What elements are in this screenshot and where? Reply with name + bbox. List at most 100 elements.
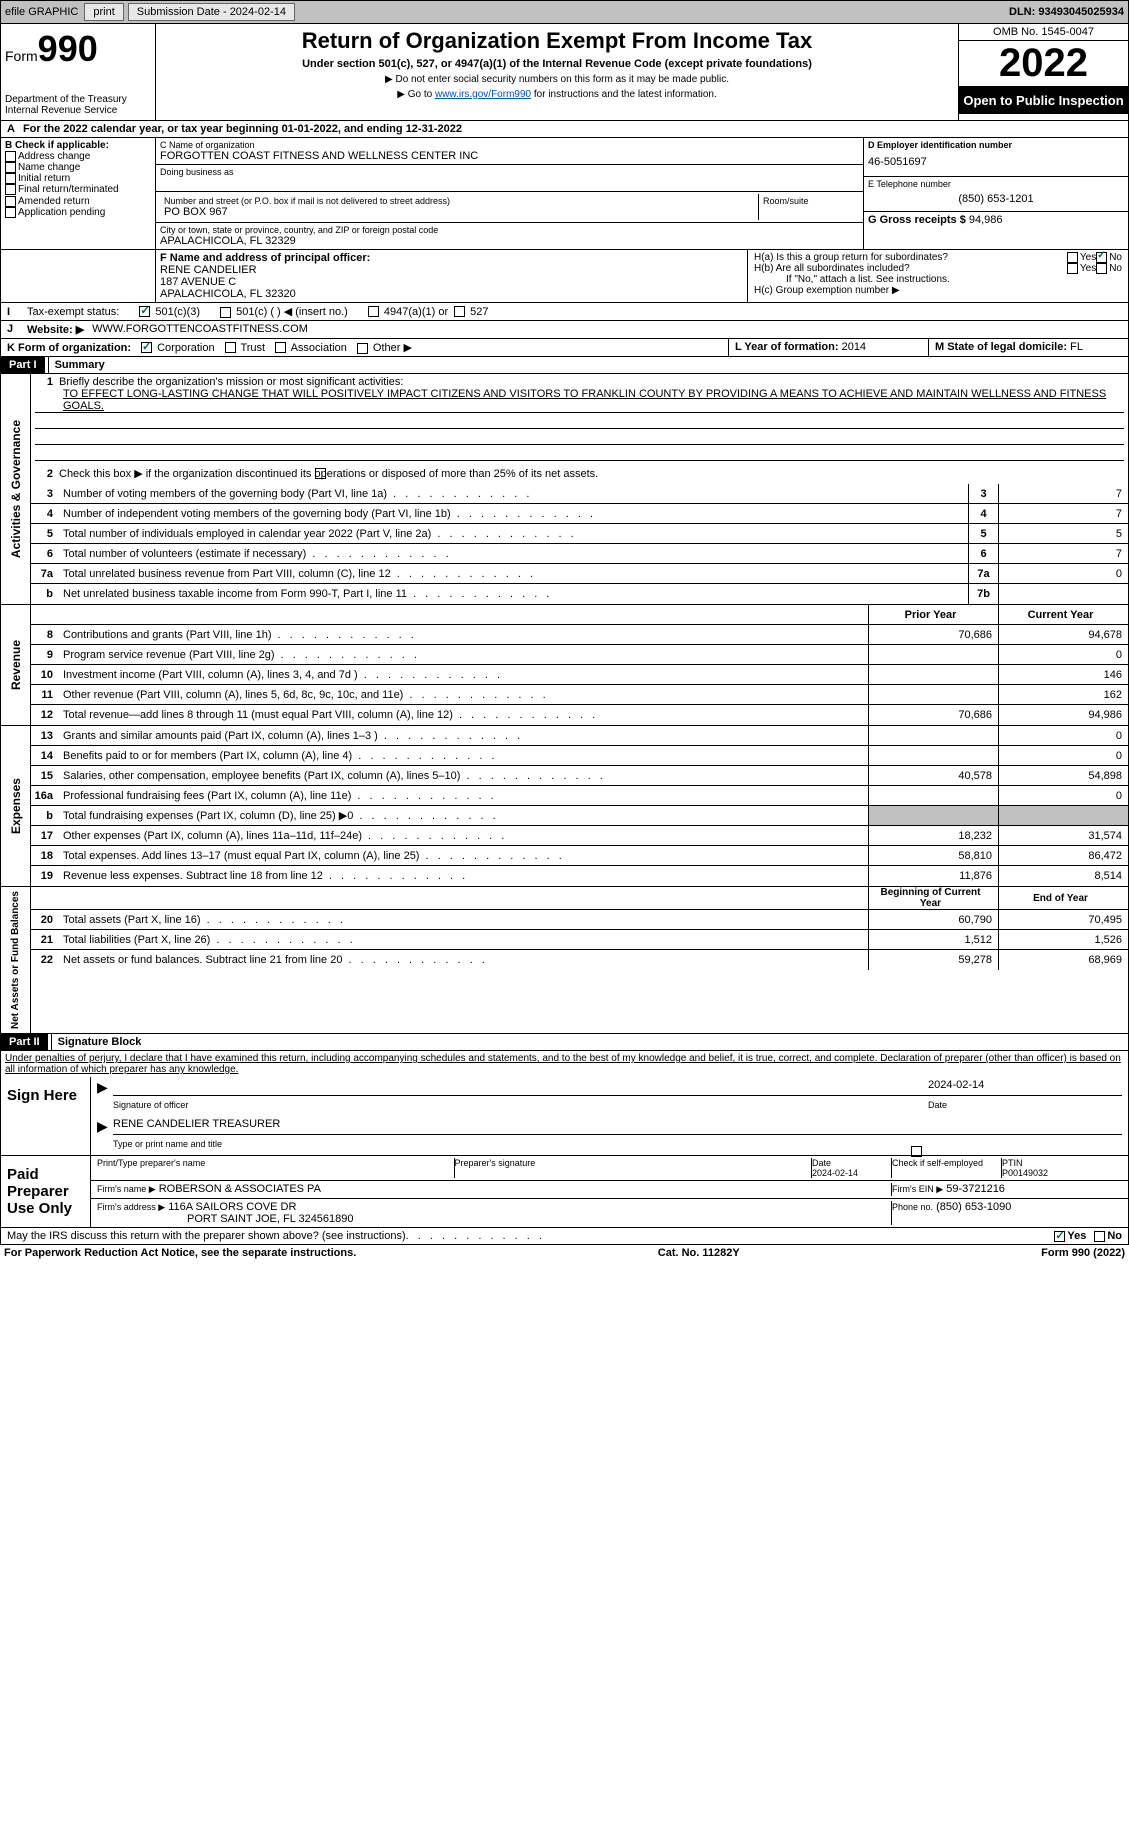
check-self: Check if self-employed xyxy=(892,1158,983,1168)
ptin-val: P00149032 xyxy=(1002,1168,1048,1178)
efile-label: efile GRAPHIC xyxy=(5,6,78,18)
checkbox-amended[interactable] xyxy=(5,196,16,207)
sign-here: Sign Here ▶ 2024-02-14 Signature of offi… xyxy=(0,1077,1129,1156)
checkbox-ha-no[interactable] xyxy=(1096,252,1107,263)
declaration: Under penalties of perjury, I declare th… xyxy=(0,1051,1129,1077)
sig-officer-label: Signature of officer xyxy=(113,1100,922,1114)
arrow-icon: ▶ xyxy=(97,1079,113,1096)
officer-addr2: APALACHICOLA, FL 32320 xyxy=(160,288,743,300)
header-left: Form990 Department of the Treasury Inter… xyxy=(1,24,156,120)
officer-name: RENE CANDELIER xyxy=(160,264,743,276)
section-fh: F Name and address of principal officer:… xyxy=(0,250,1129,303)
street-label: Number and street (or P.O. box if mail i… xyxy=(164,196,754,206)
checkbox-other[interactable] xyxy=(357,343,368,354)
gross-value: 94,986 xyxy=(969,214,1003,226)
firm-addr-label: Firm's address ▶ xyxy=(97,1202,165,1212)
checkbox-4947[interactable] xyxy=(368,306,379,317)
header-note2: ▶ Go to www.irs.gov/Form990 for instruct… xyxy=(160,89,954,100)
k-label: K Form of organization: xyxy=(7,342,131,354)
footer-year: 2022 xyxy=(1097,1247,1121,1259)
checkbox-discuss-yes[interactable] xyxy=(1054,1231,1065,1242)
sig-date: 2024-02-14 xyxy=(922,1079,1122,1096)
f-label: F Name and address of principal officer: xyxy=(160,252,370,264)
omb-label: OMB No. 1545-0047 xyxy=(959,24,1128,41)
city-value: APALACHICOLA, FL 32329 xyxy=(160,235,859,247)
c-name-label: C Name of organization xyxy=(160,140,859,150)
sig-name: RENE CANDELIER TREASURER xyxy=(113,1118,1122,1135)
gross-label: G Gross receipts $ xyxy=(868,214,966,226)
officer-addr1: 187 AVENUE C xyxy=(160,276,743,288)
date-label2: Date xyxy=(812,1158,831,1168)
checkbox-hb-no[interactable] xyxy=(1096,263,1107,274)
part1-label: Part I xyxy=(1,357,45,373)
spacer-b xyxy=(1,250,156,302)
j-label: Website: ▶ xyxy=(27,323,84,336)
m-val: FL xyxy=(1070,341,1083,353)
checkbox-501c[interactable] xyxy=(220,307,231,318)
arrow-icon2: ▶ xyxy=(97,1118,113,1135)
footer-pra: For Paperwork Reduction Act Notice, see … xyxy=(4,1247,356,1259)
note2-b: for instructions and the latest informat… xyxy=(531,89,717,100)
k-o3: Association xyxy=(291,342,347,354)
paid-label: Paid Preparer Use Only xyxy=(1,1156,91,1227)
k-o2: Trust xyxy=(240,342,265,354)
checkbox-discuss-no[interactable] xyxy=(1094,1231,1105,1242)
no: No xyxy=(1109,252,1122,263)
section-j: J Website: ▶ WWW.FORGOTTENCOASTFITNESS.C… xyxy=(0,321,1129,339)
paid-preparer: Paid Preparer Use Only Print/Type prepar… xyxy=(0,1156,1129,1228)
checkbox-hb-yes[interactable] xyxy=(1067,263,1078,274)
ptin-label: PTIN xyxy=(1002,1158,1023,1168)
ha-label: H(a) Is this a group return for subordin… xyxy=(754,252,1067,263)
sig-type-label: Type or print name and title xyxy=(113,1139,222,1153)
m-label: M State of legal domicile: xyxy=(935,341,1067,353)
prep-name-label: Print/Type preparer's name xyxy=(97,1158,454,1168)
section-h: H(a) Is this a group return for subordin… xyxy=(748,250,1128,302)
sign-label: Sign Here xyxy=(1,1077,91,1155)
checkbox-assoc[interactable] xyxy=(275,342,286,353)
checkbox-name-change[interactable] xyxy=(5,162,16,173)
checkbox-501c3[interactable] xyxy=(139,306,150,317)
checkbox-self-employed[interactable] xyxy=(911,1146,922,1157)
org-name: FORGOTTEN COAST FITNESS AND WELLNESS CEN… xyxy=(160,150,859,162)
section-i: I Tax-exempt status: 501(c)(3) 501(c) ( … xyxy=(0,303,1129,321)
side-exp: Expenses xyxy=(7,774,25,838)
hc-label: H(c) Group exemption number ▶ xyxy=(754,285,1122,296)
checkbox-ha-yes[interactable] xyxy=(1067,252,1078,263)
irs-link[interactable]: www.irs.gov/Form990 xyxy=(435,89,531,100)
form-header: Form990 Department of the Treasury Inter… xyxy=(0,24,1129,121)
part1-title: Summary xyxy=(48,357,111,373)
firm-addr1: 116A SAILORS COVE DR xyxy=(168,1201,296,1213)
prep-sig-label: Preparer's signature xyxy=(455,1158,812,1168)
tax-year: 2022 xyxy=(959,41,1128,87)
phone-label: E Telephone number xyxy=(868,179,1124,189)
header-mid: Return of Organization Exempt From Incom… xyxy=(156,24,958,120)
checkbox-527[interactable] xyxy=(454,306,465,317)
a-text-a: For the 2022 calendar year, or tax year … xyxy=(23,123,282,135)
room-label: Room/suite xyxy=(763,196,855,206)
firm-addr2: PORT SAINT JOE, FL 324561890 xyxy=(97,1213,354,1225)
discuss-label: May the IRS discuss this return with the… xyxy=(7,1230,406,1242)
discuss-row: May the IRS discuss this return with the… xyxy=(0,1228,1129,1245)
mission-text: TO EFFECT LONG-LASTING CHANGE THAT WILL … xyxy=(63,388,1106,412)
checkbox-final[interactable] xyxy=(5,184,16,195)
checkbox-trust[interactable] xyxy=(225,342,236,353)
firm-ein-label: Firm's EIN ▶ xyxy=(892,1184,943,1194)
section-bcdeg: B Check if applicable: Address change Na… xyxy=(0,138,1129,250)
checkbox-initial[interactable] xyxy=(5,173,16,184)
yes2: Yes xyxy=(1080,263,1096,274)
checkbox-address-change[interactable] xyxy=(5,151,16,162)
section-f: F Name and address of principal officer:… xyxy=(156,250,748,302)
section-deg: D Employer identification number 46-5051… xyxy=(863,138,1128,249)
opt-pending: Application pending xyxy=(18,207,105,218)
a-begin: 01-01-2022 xyxy=(282,123,338,135)
firm-name: ROBERSON & ASSOCIATES PA xyxy=(159,1183,321,1195)
street-value: PO BOX 967 xyxy=(164,206,754,218)
prep-date: 2024-02-14 xyxy=(812,1168,858,1178)
section-b: B Check if applicable: Address change Na… xyxy=(1,138,156,249)
checkbox-discontinued[interactable] xyxy=(315,468,326,479)
header-right: OMB No. 1545-0047 2022 Open to Public In… xyxy=(958,24,1128,120)
submission-date-button[interactable]: Submission Date - 2024-02-14 xyxy=(128,3,295,21)
checkbox-corp[interactable] xyxy=(141,342,152,353)
print-button[interactable]: print xyxy=(84,3,123,21)
checkbox-pending[interactable] xyxy=(5,207,16,218)
